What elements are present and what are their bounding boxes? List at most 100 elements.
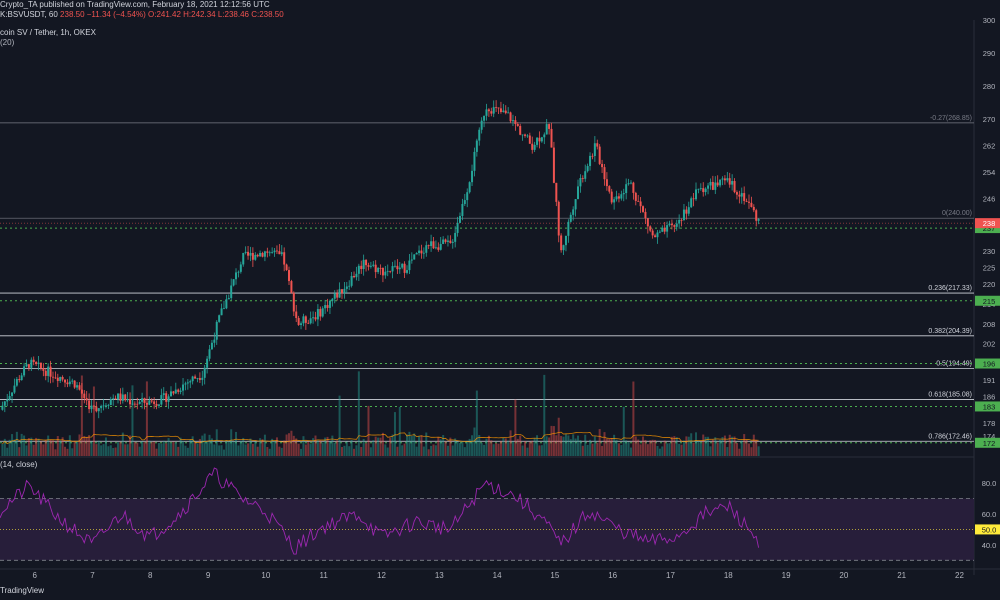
volume-bar	[138, 446, 141, 456]
candle-body	[218, 315, 221, 322]
candle-body	[393, 265, 396, 267]
volume-bar	[499, 441, 502, 456]
volume-bar	[20, 433, 23, 456]
volume-bar	[731, 436, 734, 456]
volume-bar	[511, 441, 514, 456]
volume-bar	[408, 431, 411, 456]
time-tick-label: 18	[724, 571, 733, 580]
candle-body	[723, 178, 726, 181]
volume-bar	[463, 447, 466, 456]
candle-body	[273, 250, 276, 253]
volume-bar	[273, 440, 276, 456]
candle-body	[731, 181, 734, 185]
volume-bar	[454, 438, 457, 456]
candle-body	[288, 270, 290, 282]
candle-body	[71, 380, 74, 382]
candle-body	[492, 107, 495, 114]
volume-bar	[321, 442, 324, 456]
volume-bar	[427, 449, 430, 456]
candle-body	[80, 389, 83, 394]
volume-bar	[367, 405, 370, 456]
candle-body	[733, 181, 736, 193]
candle-body	[642, 206, 645, 212]
volume-bar	[555, 435, 558, 456]
candle-body	[97, 408, 100, 412]
volume-bar	[699, 443, 702, 456]
candle-body	[377, 267, 380, 273]
volume-bar	[54, 449, 57, 456]
time-tick-label: 9	[206, 571, 211, 580]
volume-bar	[526, 447, 529, 456]
candle-body	[567, 221, 570, 236]
candle-body	[107, 405, 110, 406]
volume-bar	[651, 439, 654, 456]
candle-body	[406, 270, 409, 273]
volume-bar	[490, 440, 493, 456]
volume-bar	[215, 429, 218, 456]
volume-bar	[704, 436, 707, 456]
volume-bar	[157, 443, 160, 456]
volume-bar	[415, 446, 418, 456]
candle-body	[136, 403, 139, 405]
candle-body	[162, 393, 165, 396]
volume-bar	[386, 447, 389, 456]
volume-bar	[32, 444, 35, 456]
volume-bar	[675, 437, 678, 456]
candle-body	[384, 271, 387, 276]
volume-bar	[596, 442, 599, 456]
candle-body	[574, 199, 577, 210]
volume-bar	[256, 446, 259, 456]
volume-bar	[692, 442, 695, 456]
time-tick-label: 22	[955, 571, 964, 580]
candle-body	[434, 247, 437, 249]
volume-bar	[85, 436, 88, 456]
candle-body	[326, 305, 329, 308]
volume-bar	[37, 438, 40, 456]
volume-bar	[540, 445, 543, 456]
candle-body	[295, 311, 298, 319]
candle-body	[266, 251, 269, 253]
candle-body	[666, 225, 669, 232]
volume-indicator-label: (20)	[0, 38, 15, 47]
candle-body	[319, 309, 322, 317]
candle-body	[121, 394, 124, 401]
volume-bar	[42, 444, 45, 456]
volume-bar	[210, 438, 213, 456]
candle-body	[543, 134, 546, 138]
candle-body	[174, 389, 177, 394]
volume-bar	[150, 441, 153, 456]
chart-title: coin SV / Tether, 1h, OKEX	[0, 28, 96, 37]
candle-body	[360, 265, 363, 270]
candle-body	[502, 110, 505, 113]
candle-body	[646, 218, 649, 227]
symbol-label[interactable]: K:BSVUSDT, 60	[0, 10, 58, 19]
candle-body	[649, 226, 652, 231]
candle-body	[634, 192, 637, 201]
candle-body	[150, 400, 153, 402]
volume-bar	[357, 371, 360, 456]
candle-body	[716, 182, 719, 186]
volume-bar	[239, 440, 242, 456]
volume-bar	[560, 436, 563, 456]
candle-body	[497, 107, 500, 109]
volume-bar	[227, 441, 230, 456]
candle-body	[210, 342, 213, 350]
volume-bar	[584, 434, 587, 456]
candle-body	[177, 389, 180, 392]
candle-body	[348, 285, 351, 287]
candle-body	[379, 267, 382, 269]
candle-body	[203, 367, 206, 378]
candle-body	[507, 112, 510, 114]
volume-bar	[324, 437, 327, 456]
volume-bar	[617, 443, 620, 456]
candle-body	[752, 206, 755, 211]
candle-body	[172, 391, 175, 394]
fib-level-label: 0.786(172.46)	[928, 433, 972, 440]
volume-bar	[634, 436, 637, 456]
volume-bar	[502, 437, 505, 456]
price-tick-label: 270	[983, 115, 996, 124]
volume-bar	[439, 439, 442, 456]
candle-body	[232, 279, 235, 286]
volume-bar	[218, 445, 221, 456]
